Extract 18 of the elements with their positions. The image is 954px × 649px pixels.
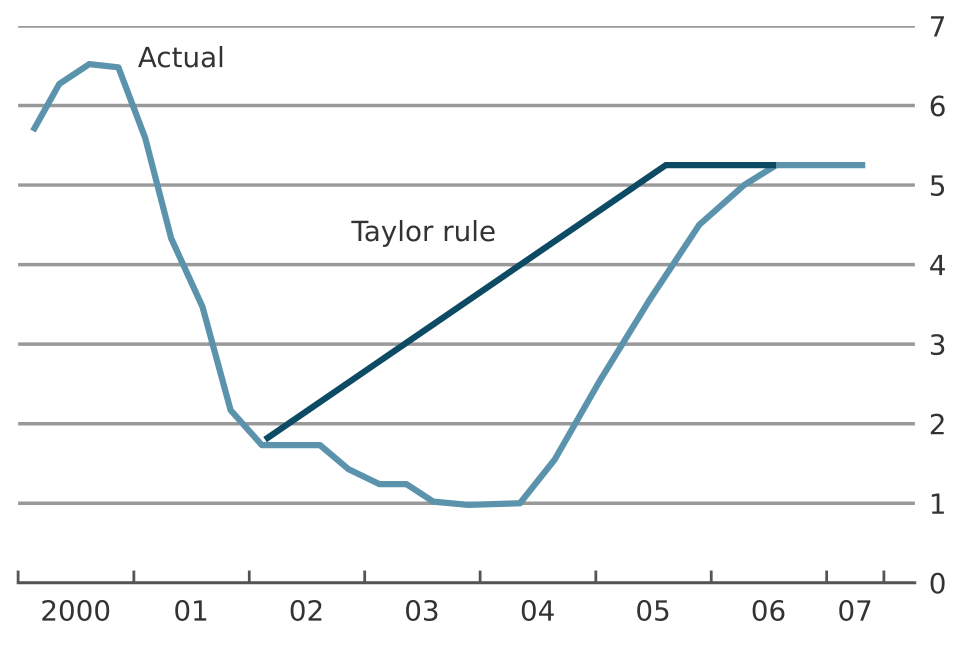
x-tick-label: 05: [637, 600, 668, 621]
x-tick-label: 01: [175, 600, 206, 621]
x-tick-label: 02: [290, 600, 322, 621]
y-tick-label: 7: [931, 16, 944, 37]
y-tick-label: 3: [930, 334, 944, 356]
x-tick-label: 06: [752, 600, 784, 621]
y-tick-label: 5: [930, 175, 944, 196]
x-tick-label: 07: [839, 600, 870, 621]
y-tick-label: 2: [930, 414, 944, 434]
x-tick-label: 04: [522, 600, 554, 621]
y-tick-label: 1: [932, 494, 944, 514]
y-tick-label: 0: [930, 572, 945, 594]
y-tick-label: 6: [930, 95, 945, 116]
series-label: Actual: [138, 46, 222, 68]
x-tick-label: 2000: [42, 600, 110, 621]
y-tick-label: 4: [930, 254, 945, 276]
x-tick-label: 03: [406, 600, 438, 621]
series-label: Taylor rule: [351, 220, 495, 247]
